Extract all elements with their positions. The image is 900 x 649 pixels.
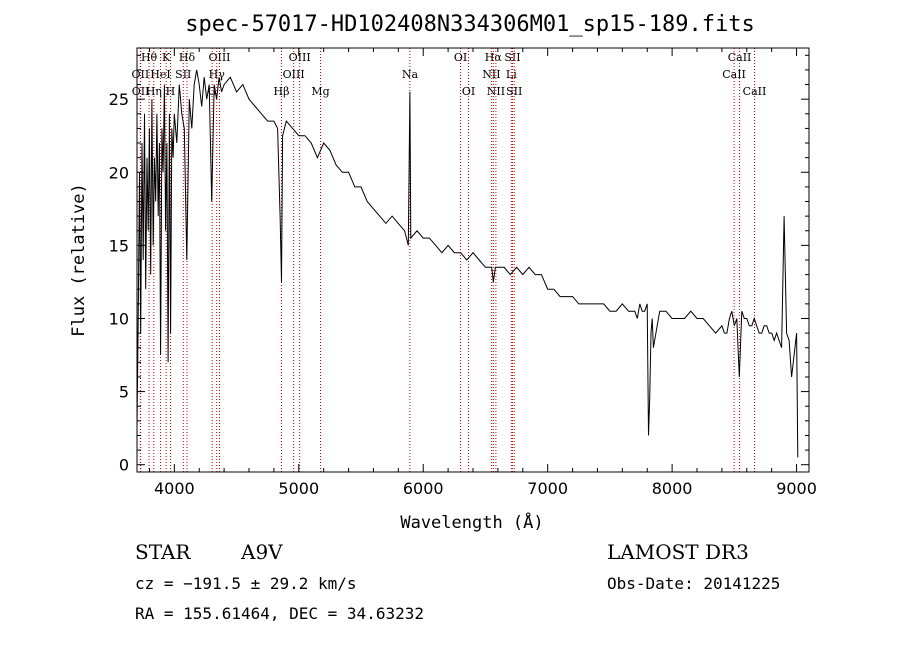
object-class: STAR bbox=[135, 540, 191, 564]
y-tick-label: 25 bbox=[109, 90, 129, 109]
chart-title: spec-57017-HD102408N334306M01_sp15-189.f… bbox=[185, 12, 755, 37]
emission-line-label: NII bbox=[482, 68, 500, 81]
emission-line-label: Hβ bbox=[274, 85, 290, 98]
emission-line-label: Hθ bbox=[141, 51, 158, 64]
emission-line-label: CaII bbox=[722, 68, 746, 81]
y-tick-label: 20 bbox=[109, 163, 129, 182]
y-axis-label: Flux (relative) bbox=[69, 183, 89, 337]
emission-line-label: Mg bbox=[311, 85, 329, 98]
emission-line-label: Hα bbox=[485, 51, 503, 64]
coordinates: RA = 155.61464, DEC = 34.63232 bbox=[135, 604, 424, 623]
emission-line-label: OIII bbox=[289, 51, 311, 64]
emission-line-label: Hγ bbox=[209, 68, 226, 81]
object-subclass: A9V bbox=[241, 540, 283, 564]
x-axis-label: Wavelength (Å) bbox=[400, 511, 543, 533]
emission-line-label: G bbox=[208, 85, 217, 98]
y-tick-label: 5 bbox=[119, 383, 129, 402]
x-tick-label: 4000 bbox=[154, 479, 195, 498]
redshift-velocity: cz = −191.5 ± 29.2 km/s bbox=[135, 574, 357, 593]
x-tick-label: 5000 bbox=[278, 479, 319, 498]
y-tick-label: 10 bbox=[109, 309, 129, 328]
observation-date: Obs-Date: 20141225 bbox=[607, 574, 781, 593]
emission-line-label: Hη bbox=[146, 85, 162, 98]
emission-line-label: OI bbox=[462, 85, 475, 98]
emission-line-label: OIII bbox=[208, 51, 230, 64]
emission-line-label: OII bbox=[132, 85, 150, 98]
survey-name: LAMOST DR3 bbox=[607, 540, 749, 564]
emission-line-label: K bbox=[162, 51, 171, 64]
emission-line-label: CaII bbox=[743, 85, 767, 98]
axis-ticks: 4000 5000 6000 7000 8000 9000 0 5 10 15 20 25 bbox=[109, 48, 817, 498]
emission-line-label: SII bbox=[504, 51, 520, 64]
spectrum-chart: spec-57017-HD102408N334306M01_sp15-189.f… bbox=[69, 12, 817, 533]
x-tick-label: 7000 bbox=[527, 479, 568, 498]
x-tick-label: 6000 bbox=[403, 479, 444, 498]
emission-line-label: SII bbox=[175, 68, 191, 81]
emission-line-label: OI bbox=[454, 51, 467, 64]
emission-line-label: HeI bbox=[150, 68, 170, 81]
emission-line-label: OII bbox=[132, 68, 150, 81]
emission-line-label: OIII bbox=[283, 68, 305, 81]
x-tick-label: 9000 bbox=[776, 479, 817, 498]
emission-line-label: NII bbox=[487, 85, 505, 98]
emission-line-label: Hδ bbox=[179, 51, 196, 64]
emission-line-label: H bbox=[166, 85, 176, 98]
y-tick-label: 0 bbox=[119, 456, 129, 475]
spectrum-series-line bbox=[136, 69, 799, 458]
x-tick-label: 8000 bbox=[652, 479, 693, 498]
emission-line-label: SII bbox=[506, 85, 522, 98]
emission-line-label: Na bbox=[402, 68, 419, 81]
emission-line-label: Li bbox=[506, 68, 517, 81]
y-tick-label: 15 bbox=[109, 236, 129, 255]
emission-line-label: CaII bbox=[728, 51, 752, 64]
plot-frame bbox=[136, 47, 810, 473]
